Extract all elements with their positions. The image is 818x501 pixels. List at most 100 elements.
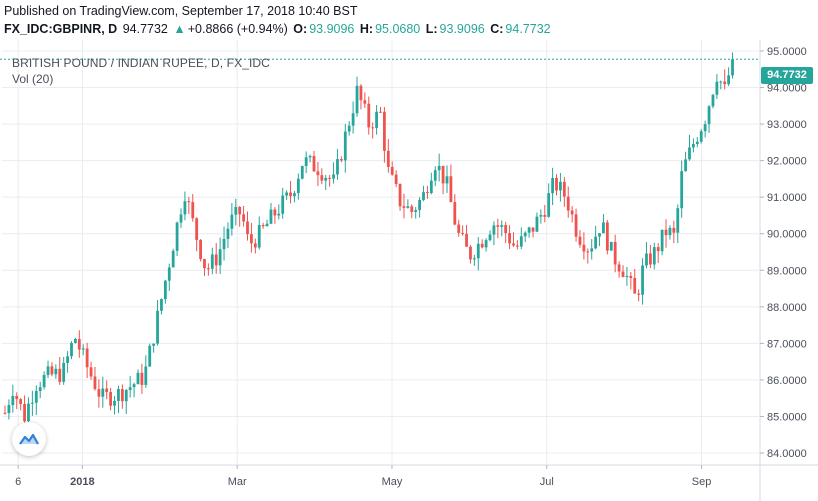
candle-body [58,368,62,382]
candle-body [351,113,355,126]
chart-legend-title: BRITISH POUND / INDIAN RUPEE, D, FX_IDC [12,56,270,70]
published-caption: Published on TradingView.com, September … [4,4,358,18]
candle-body [124,390,128,402]
candle-body [461,232,465,234]
candle-body [191,202,195,219]
candle-body [664,229,668,236]
candle-body [308,155,312,158]
candle-body [390,167,394,175]
candle-body [371,127,375,129]
y-tick-label: 87.0000 [767,338,807,350]
candle-body [343,131,347,161]
candle-body [484,240,488,248]
candle-body [70,342,73,357]
candle-body [89,367,93,377]
candle-body [641,265,644,295]
candle-body [731,59,734,76]
candle-body [332,174,335,179]
candle-body [402,206,406,208]
candle-body [656,247,660,252]
candle-body [609,241,613,251]
candle-body [633,278,637,294]
candle-body [386,150,390,168]
candle-body [727,75,731,85]
candle-body [50,366,54,375]
candle-body [453,202,457,225]
candle-body [629,275,633,279]
y-tick-label: 92.0000 [767,156,807,168]
candle-body [140,372,144,385]
candle-body [375,111,378,128]
price-change: +0.8866 (+0.94%) [187,22,288,36]
candle-body [699,131,703,142]
candle-body [273,209,277,216]
candle-body [570,210,574,215]
candle-body [269,209,273,224]
candle-body [230,214,234,229]
candle-body [488,234,492,241]
candle-body [128,387,132,391]
candle-body [206,268,210,270]
candle-body [535,216,539,232]
candle-body [183,201,187,215]
candle-body [257,224,261,248]
candle-body [120,389,124,402]
x-tick-label: Mar [228,476,247,488]
candle-body [214,254,218,266]
candle-body [472,258,476,260]
candle-body [539,215,543,217]
candle-body [253,243,257,248]
candle-body [179,214,183,223]
time-axis: 6 2018 Mar May Jul Sep [15,465,711,488]
candle-body [195,218,199,240]
volume-legend[interactable]: Vol (20) [12,72,54,86]
y-tick-label: 84.0000 [767,448,807,460]
candle-body [621,271,625,277]
candle-body [594,236,598,249]
candle-body [476,243,480,259]
candle-body [101,388,105,397]
candle-body [523,232,527,237]
candle-body [105,388,109,393]
candle-body [54,368,58,375]
candle-body [46,366,50,375]
candle-body [7,405,11,414]
low-value: 93.9096 [439,22,485,36]
x-tick-label: May [382,476,403,488]
open-value: 93.9096 [309,22,355,36]
candle-body [3,412,7,414]
candle-body [574,214,578,237]
y-tick-label: 85.0000 [767,411,807,423]
candle-body [144,366,148,385]
candle-body [42,374,46,388]
candle-body [707,106,711,125]
candle-body [613,241,617,265]
candle-body [469,246,472,260]
candle-body [684,159,687,172]
candle-body [246,221,249,235]
tradingview-logo-icon[interactable] [12,422,46,456]
candle-body [617,264,621,272]
candle-body [250,234,253,244]
candle-body [316,171,320,176]
candle-body [492,225,496,235]
candle-body [559,181,562,191]
candle-body [383,111,386,151]
price-chart[interactable]: 84.0000 85.0000 86.0000 87.0000 88.0000 89.00… [0,40,818,501]
y-tick-label: 95.0000 [767,46,807,58]
candles-layer [3,52,734,424]
candle-body [582,244,586,252]
candle-body [226,228,230,239]
candle-body [605,222,609,251]
candle-body [379,111,382,113]
candle-body [441,165,445,184]
candle-body [668,227,672,236]
candle-body [289,192,292,197]
candle-body [109,392,113,406]
close-label: C: [490,22,504,36]
candle-body [175,222,179,251]
candle-body [625,275,629,277]
candle-body [222,238,226,250]
candle-body [156,310,159,344]
candle-body [77,338,81,350]
